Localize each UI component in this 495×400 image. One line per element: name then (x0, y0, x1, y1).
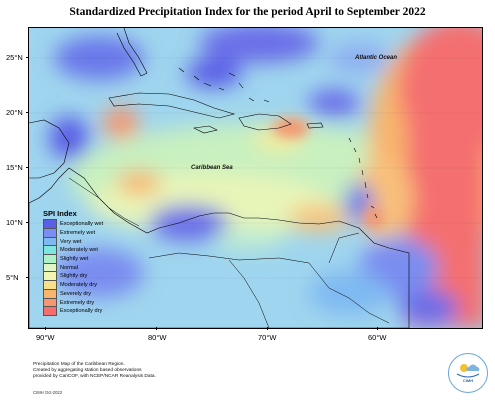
spi-legend: SPI Index Exceptionally wet Extremely wet… (43, 209, 125, 317)
footer-line-2: Created by aggregating station based obs… (33, 368, 142, 373)
lon-tick (377, 327, 378, 330)
spi-map: Atlantic Ocean Caribbean Sea (28, 27, 483, 329)
legend-label: Extremely wet (60, 230, 96, 237)
lat-tick (26, 167, 29, 168)
lon-label-60w: 60°W (368, 333, 387, 342)
lat-label-5n: 5°N (6, 273, 19, 282)
legend-label: Exceptionally dry (60, 308, 103, 315)
lat-tick (26, 222, 29, 223)
lat-label-25n: 25°N (6, 53, 23, 62)
legend-item: Exceptionally dry (43, 306, 125, 317)
lon-tick (156, 327, 157, 330)
map-title: Standardized Precipitation Index for the… (69, 6, 426, 18)
lon-tick (267, 327, 268, 330)
legend-label: Normal (60, 264, 79, 271)
legend-swatch (43, 306, 57, 317)
lat-label-20n: 20°N (6, 108, 23, 117)
spi-field-svg (29, 28, 482, 328)
footer-line-1: Precipitation Map of the Caribbean Regio… (33, 362, 125, 367)
lon-label-90w: 90°W (36, 333, 55, 342)
lat-label-15n: 15°N (6, 163, 23, 172)
cimh-logo: CIMH (448, 353, 488, 393)
footer-note: Precipitation Map of the Caribbean Regio… (33, 362, 156, 380)
legend-label: Exceptionally wet (60, 221, 104, 228)
lat-tick (26, 277, 29, 278)
legend-rows: Exceptionally wet Extremely wet Very wet Mo… (43, 219, 125, 317)
logo-text: CIMH (462, 378, 474, 383)
footer-line-3: provided by CariCOF, with NCEP/NCAR Rean… (33, 374, 156, 379)
lon-label-70w: 70°W (258, 333, 277, 342)
legend-label: Moderately wet (60, 247, 98, 254)
lat-tick (26, 57, 29, 58)
legend-label: Moderately dry (60, 282, 97, 289)
lat-tick (26, 112, 29, 113)
caribbean-sea-label: Caribbean Sea (191, 165, 233, 171)
atlantic-ocean-label: Atlantic Ocean (355, 55, 398, 61)
lon-tick (45, 327, 46, 330)
legend-label: Extremely dry (60, 299, 95, 306)
legend-label: Severely dry (60, 290, 92, 297)
legend-label: Slightly wet (60, 256, 89, 263)
legend-label: Very wet (60, 238, 82, 245)
footer-date: CIMH Oct-2022 (33, 390, 63, 395)
lon-label-80w: 80°W (148, 333, 167, 342)
cimh-logo-icon (456, 364, 480, 378)
legend-title: SPI Index (43, 209, 77, 218)
legend-label: Slightly dry (60, 273, 88, 280)
lat-label-10n: 10°N (6, 218, 23, 227)
